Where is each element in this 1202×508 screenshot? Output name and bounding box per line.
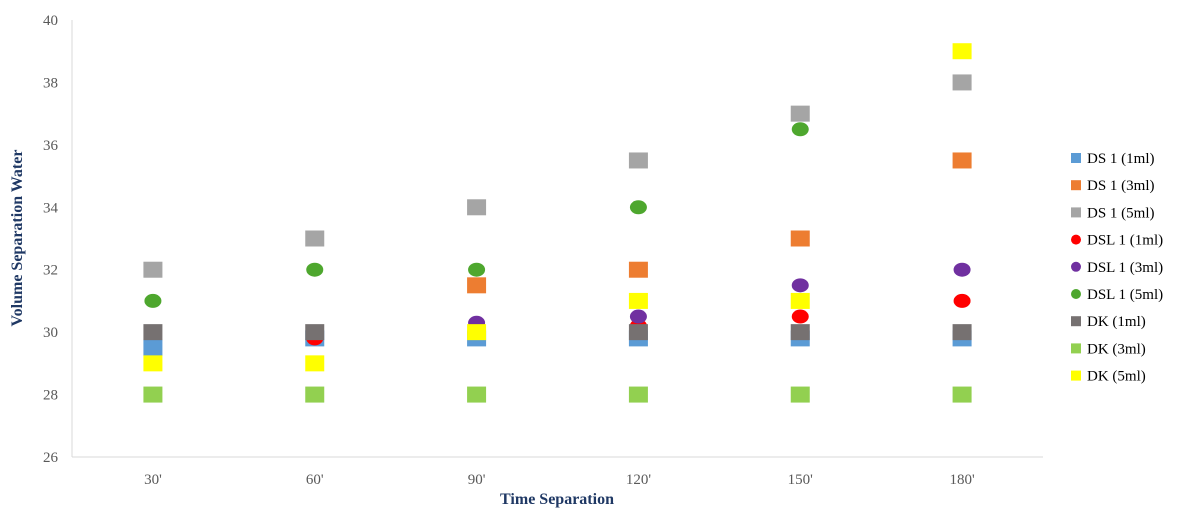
data-point	[306, 262, 324, 277]
data-point	[790, 324, 810, 341]
data-point	[628, 324, 648, 341]
y-tick-label: 28	[43, 388, 58, 404]
data-point	[305, 324, 325, 341]
data-point	[629, 200, 647, 215]
x-tick-label: 180'	[949, 472, 975, 488]
legend-item: DS 1 (3ml)	[1071, 178, 1155, 194]
data-point	[952, 43, 972, 60]
data-point	[467, 324, 487, 341]
x-tick-label: 120'	[626, 472, 652, 488]
legend-label: DS 1 (5ml)	[1087, 205, 1155, 221]
legend-marker	[1071, 180, 1081, 191]
y-tick-label: 26	[43, 450, 59, 466]
data-point	[952, 74, 972, 91]
x-tick-labels: 30' 60' 90' 120' 150' 180'	[144, 472, 975, 488]
legend-label: DK (3ml)	[1087, 341, 1146, 357]
data-point	[143, 386, 163, 403]
legend-item: DSL 1 (5ml)	[1071, 287, 1163, 303]
legend-marker	[1071, 261, 1081, 272]
legend-item: DK (5ml)	[1071, 369, 1146, 385]
legend-item: DSL 1 (3ml)	[1071, 260, 1163, 276]
data-point	[790, 386, 810, 403]
legend-item: DS 1 (1ml)	[1071, 151, 1155, 167]
data-point	[467, 386, 487, 403]
data-point	[791, 122, 809, 137]
legend-item: DSL 1 (1ml)	[1071, 233, 1163, 249]
data-point	[791, 278, 809, 293]
x-tick-label: 150'	[788, 472, 814, 488]
data-point	[144, 293, 162, 308]
legend-marker	[1071, 343, 1081, 354]
y-tick-label: 40	[43, 13, 58, 29]
legend-item: DK (1ml)	[1071, 314, 1146, 330]
legend-marker	[1071, 316, 1081, 327]
data-point	[791, 309, 809, 324]
legend-label: DSL 1 (3ml)	[1087, 260, 1163, 276]
data-point	[628, 292, 648, 309]
y-tick-label: 32	[43, 263, 58, 279]
data-point	[305, 355, 325, 372]
data-point	[953, 293, 971, 308]
data-point	[143, 355, 163, 372]
legend-label: DS 1 (1ml)	[1087, 151, 1155, 167]
legend-label: DK (5ml)	[1087, 369, 1146, 385]
y-tick-label: 36	[43, 138, 59, 154]
x-axis-title: Time Separation	[500, 491, 614, 508]
legend-marker	[1071, 207, 1081, 218]
y-axis-title-group: Volume Separation Water	[9, 150, 26, 327]
y-tick-label: 30	[43, 325, 58, 341]
legend-label: DSL 1 (5ml)	[1087, 287, 1163, 303]
data-point	[952, 152, 972, 169]
legend-marker	[1071, 289, 1081, 299]
legend-item: DS 1 (5ml)	[1071, 205, 1155, 221]
y-axis-title: Volume Separation Water	[9, 150, 26, 327]
data-point	[952, 386, 972, 403]
data-point	[953, 262, 971, 277]
data-point	[952, 324, 972, 341]
x-tick-label: 90'	[468, 472, 486, 488]
legend: DS 1 (1ml) DS 1 (3ml) DS 1 (5ml) DSL 1 (1ml…	[1071, 151, 1163, 385]
data-point	[628, 152, 648, 169]
data-points	[143, 43, 972, 403]
data-point	[628, 386, 648, 403]
data-point	[467, 277, 487, 294]
data-point	[143, 339, 163, 356]
data-point	[790, 292, 810, 309]
data-point	[143, 261, 163, 278]
data-point	[790, 105, 810, 122]
legend-label: DSL 1 (1ml)	[1087, 233, 1163, 249]
data-point	[790, 230, 810, 247]
data-point	[143, 324, 163, 341]
y-tick-label: 34	[43, 200, 59, 216]
data-point	[468, 262, 486, 277]
legend-marker	[1071, 370, 1081, 381]
legend-label: DK (1ml)	[1087, 314, 1146, 330]
legend-marker	[1071, 153, 1081, 163]
data-point	[305, 386, 325, 403]
legend-label: DS 1 (3ml)	[1087, 178, 1155, 194]
y-tick-label: 38	[43, 75, 58, 91]
data-point	[629, 309, 647, 324]
y-tick-labels: 26 28 30 32 34 36 38 40	[43, 13, 59, 466]
data-point	[305, 230, 325, 247]
x-tick-label: 60'	[306, 472, 324, 488]
data-point	[467, 199, 487, 216]
x-tick-label: 30'	[144, 472, 162, 488]
legend-marker	[1071, 234, 1081, 245]
legend-item: DK (3ml)	[1071, 341, 1146, 357]
data-point	[628, 261, 648, 278]
